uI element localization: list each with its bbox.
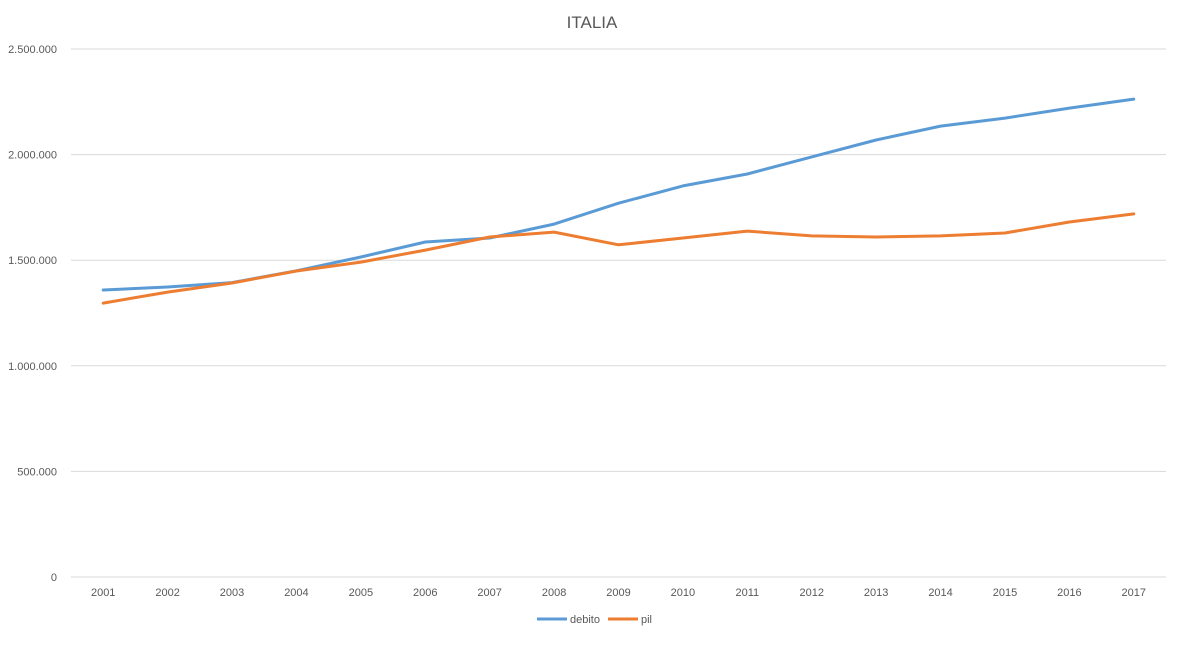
y-tick-label: 1.500.000	[8, 255, 57, 267]
x-tick-label: 2013	[864, 587, 888, 599]
x-tick-label: 2016	[1057, 587, 1081, 599]
y-tick-label: 1.000.000	[8, 361, 57, 373]
legend: debito pil	[537, 614, 652, 626]
series-lines	[103, 99, 1134, 303]
x-tick-label: 2002	[155, 587, 179, 599]
series-line-pil	[103, 214, 1134, 303]
y-tick-label: 2.000.000	[8, 150, 57, 162]
x-tick-label: 2015	[993, 587, 1017, 599]
gridlines	[71, 49, 1166, 577]
x-tick-label: 2014	[928, 587, 952, 599]
x-tick-label: 2001	[91, 587, 115, 599]
x-tick-label: 2011	[735, 587, 759, 599]
x-tick-label: 2010	[671, 587, 695, 599]
y-tick-label: 2.500.000	[8, 44, 57, 56]
y-tick-label: 500.000	[17, 466, 57, 478]
legend-label-debito: debito	[570, 614, 600, 626]
y-axis: 0 500.000 1.000.000 1.500.000 2.000.000 2.500…	[8, 44, 57, 584]
x-tick-label: 2012	[799, 587, 823, 599]
x-tick-label: 2009	[606, 587, 630, 599]
x-axis: 2001 2002 2003 2004 2005 2006 2007 2008 2009 2010…	[91, 587, 1146, 599]
x-tick-label: 2007	[477, 587, 501, 599]
x-tick-label: 2006	[413, 587, 437, 599]
x-tick-label: 2008	[542, 587, 566, 599]
chart-title: ITALIA	[567, 13, 618, 32]
y-tick-label: 0	[51, 572, 57, 584]
x-tick-label: 2017	[1122, 587, 1146, 599]
x-tick-label: 2004	[284, 587, 308, 599]
legend-label-pil: pil	[641, 614, 652, 626]
x-tick-label: 2003	[220, 587, 244, 599]
series-line-debito	[103, 99, 1134, 290]
x-tick-label: 2005	[349, 587, 373, 599]
